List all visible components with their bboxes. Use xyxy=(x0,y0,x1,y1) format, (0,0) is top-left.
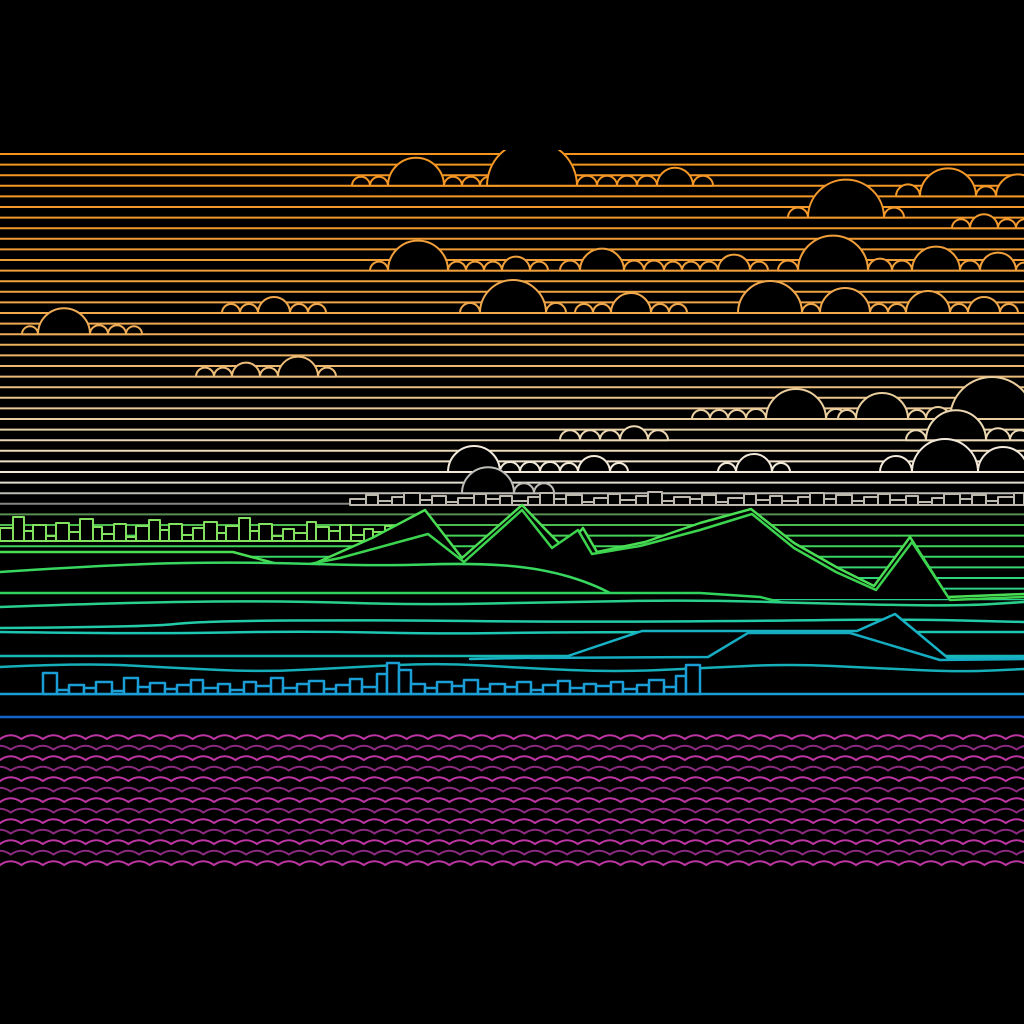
gray-skyline-layer xyxy=(349,491,1024,506)
mountains-hills-layer xyxy=(0,503,1024,700)
blue-skyline-layer xyxy=(0,661,1024,696)
magenta-waves-layer xyxy=(0,734,1024,867)
clouds-layer xyxy=(21,150,1024,495)
green-skyline-layer xyxy=(0,516,420,542)
